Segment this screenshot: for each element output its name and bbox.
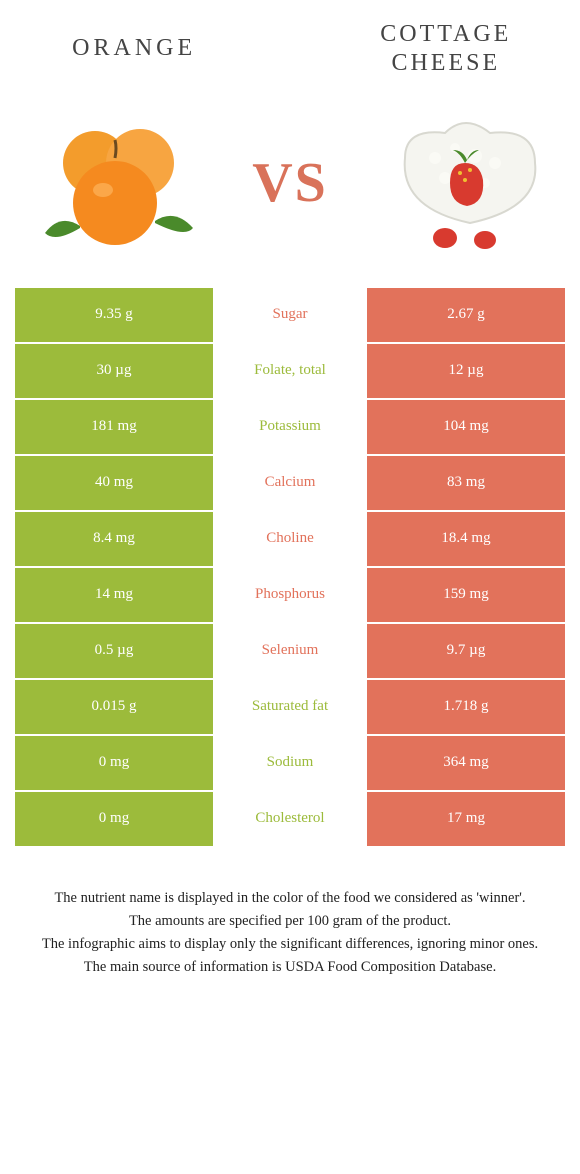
nutrient-left-value: 14 mg (15, 568, 213, 622)
nutrient-row: 9.35 gSugar2.67 g (15, 288, 565, 344)
nutrient-table: 9.35 gSugar2.67 g30 µgFolate, total12 µg… (15, 288, 565, 848)
nutrient-left-value: 0.5 µg (15, 624, 213, 678)
nutrient-row: 14 mgPhosphorus159 mg (15, 568, 565, 624)
nutrient-left-value: 40 mg (15, 456, 213, 510)
nutrient-row: 40 mgCalcium83 mg (15, 456, 565, 512)
nutrient-name: Sugar (213, 288, 367, 342)
nutrient-name: Potassium (213, 400, 367, 454)
footnote-line: The nutrient name is displayed in the co… (25, 888, 555, 909)
nutrient-left-value: 30 µg (15, 344, 213, 398)
nutrient-right-value: 364 mg (367, 736, 565, 790)
nutrient-right-value: 2.67 g (367, 288, 565, 342)
nutrient-name: Choline (213, 512, 367, 566)
nutrient-row: 0.5 µgSelenium9.7 µg (15, 624, 565, 680)
nutrient-right-value: 18.4 mg (367, 512, 565, 566)
nutrient-right-value: 12 µg (367, 344, 565, 398)
footnote-line: The amounts are specified per 100 gram o… (25, 911, 555, 932)
nutrient-right-value: 104 mg (367, 400, 565, 454)
nutrient-left-value: 8.4 mg (15, 512, 213, 566)
nutrient-right-value: 9.7 µg (367, 624, 565, 678)
nutrient-row: 0.015 gSaturated fat1.718 g (15, 680, 565, 736)
nutrient-left-value: 0 mg (15, 736, 213, 790)
cottage-cheese-image (375, 108, 555, 258)
nutrient-row: 0 mgCholesterol17 mg (15, 792, 565, 848)
nutrient-left-value: 0.015 g (15, 680, 213, 734)
nutrient-name: Sodium (213, 736, 367, 790)
food-right-title: COTTAGE CHEESE (336, 20, 556, 78)
nutrient-name: Saturated fat (213, 680, 367, 734)
nutrient-right-value: 1.718 g (367, 680, 565, 734)
nutrient-name: Phosphorus (213, 568, 367, 622)
images-row: VS (15, 88, 565, 288)
nutrient-right-value: 17 mg (367, 792, 565, 846)
nutrient-right-value: 83 mg (367, 456, 565, 510)
footnote-line: The main source of information is USDA F… (25, 957, 555, 978)
vs-label: VS (252, 151, 328, 215)
footnote-line: The infographic aims to display only the… (25, 934, 555, 955)
header-row: ORANGE COTTAGE CHEESE (15, 20, 565, 78)
nutrient-left-value: 0 mg (15, 792, 213, 846)
footnotes: The nutrient name is displayed in the co… (15, 888, 565, 978)
nutrient-right-value: 159 mg (367, 568, 565, 622)
nutrient-row: 8.4 mgCholine18.4 mg (15, 512, 565, 568)
nutrient-name: Calcium (213, 456, 367, 510)
nutrient-left-value: 9.35 g (15, 288, 213, 342)
nutrient-name: Cholesterol (213, 792, 367, 846)
nutrient-row: 0 mgSodium364 mg (15, 736, 565, 792)
nutrient-left-value: 181 mg (15, 400, 213, 454)
food-left-title: ORANGE (24, 34, 244, 63)
orange-image (25, 108, 205, 258)
nutrient-row: 181 mgPotassium104 mg (15, 400, 565, 456)
nutrient-name: Selenium (213, 624, 367, 678)
nutrient-row: 30 µgFolate, total12 µg (15, 344, 565, 400)
nutrient-name: Folate, total (213, 344, 367, 398)
